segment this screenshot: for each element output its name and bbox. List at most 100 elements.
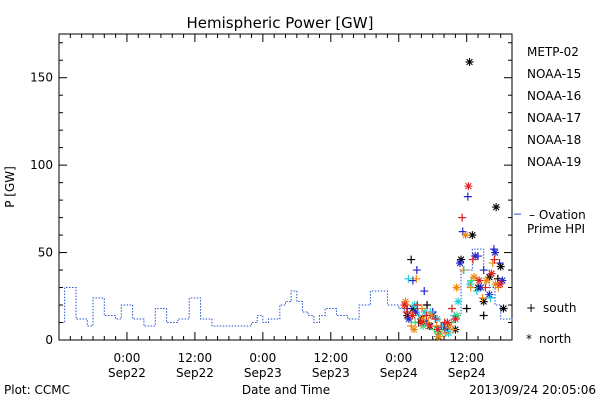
south-point-noaa-15 bbox=[412, 266, 421, 275]
north-point-noaa-19 bbox=[496, 280, 505, 289]
north-point-noaa-19 bbox=[400, 301, 409, 310]
north-point-noaa-15 bbox=[476, 283, 485, 292]
south-point-noaa-19 bbox=[431, 315, 440, 324]
south-point-noaa-18 bbox=[459, 266, 468, 275]
ovation-label-line1: – Ovation bbox=[529, 208, 586, 222]
plot-area bbox=[58, 33, 513, 341]
south-point-noaa-19 bbox=[468, 255, 477, 264]
x-tick-date-label: Sep23 bbox=[244, 366, 282, 380]
north-point-noaa-19 bbox=[443, 318, 452, 327]
x-axis-label: Date and Time bbox=[242, 383, 330, 397]
south-point-noaa-18 bbox=[488, 259, 497, 268]
legend-entry-noaa-17: NOAA-17 bbox=[527, 111, 581, 125]
north-point-noaa-17 bbox=[453, 311, 462, 320]
south-point-noaa-18 bbox=[466, 283, 475, 292]
x-tick-time-label: 12:00 bbox=[449, 351, 484, 365]
north-point-noaa-18 bbox=[470, 273, 479, 282]
north-point-noaa-18 bbox=[401, 297, 410, 306]
south-point-noaa-19 bbox=[402, 308, 411, 317]
x-tick-date-label: Sep24 bbox=[380, 366, 418, 380]
north-point-noaa-15 bbox=[485, 290, 494, 299]
north-point-noaa-15 bbox=[491, 248, 500, 257]
south-point-noaa-15 bbox=[495, 259, 504, 268]
footer-right: 2013/09/24 20:05:06 bbox=[469, 383, 596, 397]
y-tick-label: 50 bbox=[38, 246, 53, 260]
north-point-metp-02 bbox=[485, 273, 494, 282]
north-point-metp-02 bbox=[479, 297, 488, 306]
ovation-series-layer bbox=[59, 213, 521, 334]
y-tick-label: 150 bbox=[30, 71, 53, 85]
north-point-noaa-18 bbox=[410, 325, 419, 334]
y-axis-ticks: 0 50 100 150 bbox=[30, 42, 512, 347]
north-point-noaa-15 bbox=[455, 259, 464, 268]
north-point-noaa-18 bbox=[482, 276, 491, 285]
x-tick-date-label: Sep24 bbox=[448, 366, 486, 380]
north-point-metp-02 bbox=[408, 304, 417, 313]
north-point-noaa-19 bbox=[416, 318, 425, 327]
legend: METP-02 NOAA-15 NOAA-16 NOAA-17 NOAA-18 NOAA-… bbox=[527, 45, 581, 169]
north-point-noaa-18 bbox=[461, 231, 470, 240]
north-marker-label: north bbox=[539, 332, 571, 346]
north-marker-symbol: * bbox=[526, 332, 532, 346]
north-point-noaa-15 bbox=[498, 276, 507, 285]
north-point-noaa-19 bbox=[408, 311, 417, 320]
south-point-noaa-15 bbox=[408, 276, 417, 285]
x-tick-time-label: 12:00 bbox=[178, 351, 213, 365]
x-tick-date-label: Sep23 bbox=[312, 366, 350, 380]
south-point-noaa-16 bbox=[486, 294, 495, 303]
south-point-noaa-18 bbox=[441, 329, 450, 338]
south-point-metp-02 bbox=[479, 311, 488, 320]
north-point-noaa-17 bbox=[419, 322, 428, 331]
north-point-noaa-15 bbox=[442, 325, 451, 334]
south-point-noaa-15 bbox=[463, 192, 472, 201]
legend-entry-noaa-19: NOAA-19 bbox=[527, 155, 581, 169]
data-points-layer bbox=[400, 57, 508, 341]
y-axis-label: P [GW] bbox=[3, 166, 17, 208]
north-point-noaa-18 bbox=[445, 322, 454, 331]
north-point-noaa-19 bbox=[487, 269, 496, 278]
x-tick-time-label: 0:00 bbox=[113, 351, 140, 365]
north-point-noaa-15 bbox=[471, 252, 480, 261]
x-axis-ticks: 0:00Sep2212:00Sep220:00Sep2312:00Sep230:… bbox=[69, 34, 502, 380]
ovation-series-line bbox=[59, 248, 513, 334]
north-point-noaa-19 bbox=[475, 276, 484, 285]
north-point-noaa-19 bbox=[451, 315, 460, 324]
north-point-noaa-19 bbox=[433, 325, 442, 334]
south-point-noaa-19 bbox=[481, 283, 490, 292]
north-point-metp-02 bbox=[468, 231, 477, 240]
legend-entry-noaa-16: NOAA-16 bbox=[527, 89, 581, 103]
south-point-noaa-19 bbox=[447, 304, 456, 313]
north-point-noaa-15 bbox=[411, 308, 420, 317]
x-tick-time-label: 0:00 bbox=[249, 351, 276, 365]
north-point-metp-02 bbox=[496, 262, 505, 271]
south-point-noaa-18 bbox=[412, 274, 421, 283]
south-point-noaa-15 bbox=[420, 287, 429, 296]
north-point-noaa-18 bbox=[418, 315, 427, 324]
x-tick-date-label: Sep22 bbox=[176, 366, 214, 380]
x-tick-time-label: 12:00 bbox=[314, 351, 349, 365]
south-point-noaa-18 bbox=[478, 294, 487, 303]
north-point-noaa-18 bbox=[452, 283, 461, 292]
north-point-metp-02 bbox=[499, 304, 508, 313]
north-point-noaa-15 bbox=[404, 315, 413, 324]
y-tick-label: 0 bbox=[45, 333, 53, 347]
legend-entry-noaa-15: NOAA-15 bbox=[527, 67, 581, 81]
south-point-noaa-18 bbox=[417, 304, 426, 313]
south-marker-label: south bbox=[543, 301, 577, 315]
south-point-noaa-16 bbox=[404, 274, 413, 283]
ovation-label-line2: Prime HPI bbox=[527, 222, 585, 236]
north-point-noaa-17 bbox=[436, 329, 445, 338]
x-tick-date-label: Sep22 bbox=[108, 366, 146, 380]
south-point-noaa-19 bbox=[422, 311, 431, 320]
south-point-noaa-19 bbox=[490, 255, 499, 264]
south-point-metp-02 bbox=[423, 301, 432, 310]
north-point-noaa-18 bbox=[427, 311, 436, 320]
north-point-noaa-18 bbox=[434, 332, 443, 341]
south-point-noaa-15 bbox=[479, 266, 488, 275]
south-point-noaa-16 bbox=[415, 311, 424, 320]
north-point-noaa-19 bbox=[425, 322, 434, 331]
north-point-noaa-19 bbox=[464, 182, 473, 191]
south-point-noaa-19 bbox=[458, 213, 467, 222]
south-point-noaa-16 bbox=[472, 287, 481, 296]
